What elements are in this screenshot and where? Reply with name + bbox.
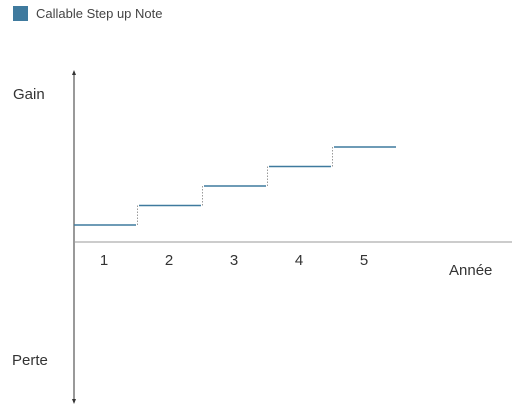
legend-swatch — [13, 6, 28, 21]
legend: Callable Step up Note — [13, 6, 162, 21]
legend-label: Callable Step up Note — [36, 6, 163, 21]
x-tick-label: 4 — [295, 252, 303, 269]
y-axis-label-perte: Perte — [12, 352, 48, 369]
x-tick-label: 3 — [230, 252, 238, 269]
axes — [72, 70, 512, 404]
y-axis-arrow-down — [72, 399, 76, 404]
x-tick-label: 5 — [360, 252, 368, 269]
y-axis-label-gain: Gain — [13, 86, 45, 103]
x-tick-label: 1 — [100, 252, 108, 269]
x-tick-label: 2 — [165, 252, 173, 269]
y-axis-arrow-up — [72, 70, 76, 75]
step-series — [74, 146, 396, 226]
x-tick-labels: 1 2 3 4 5 — [100, 252, 368, 269]
x-axis-label: Année — [449, 262, 493, 279]
